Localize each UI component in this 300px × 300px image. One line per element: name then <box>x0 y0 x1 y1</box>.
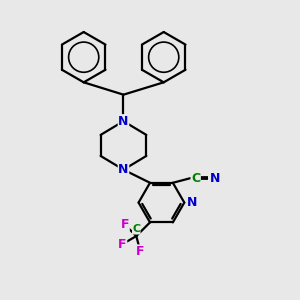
Text: C: C <box>191 172 200 185</box>
Text: N: N <box>118 163 129 176</box>
Text: F: F <box>121 218 129 231</box>
Text: C: C <box>132 224 140 234</box>
Text: N: N <box>118 115 129 128</box>
Text: F: F <box>118 238 127 250</box>
Text: N: N <box>187 196 197 209</box>
Text: N: N <box>209 172 220 185</box>
Text: F: F <box>136 245 145 258</box>
